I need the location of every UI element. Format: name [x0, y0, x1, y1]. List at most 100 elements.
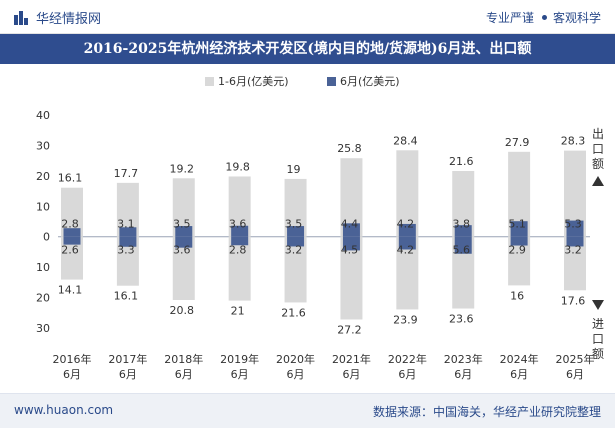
label-import-cumulative: 23.9	[393, 313, 418, 326]
chart: 1-6月(亿美元) 6月(亿美元) 40 30 20 10 0 10 20 30 16.1 14.1 2…	[36, 75, 604, 381]
bar-export-cumulative	[116, 182, 139, 237]
label-export-cumulative: 21.6	[449, 155, 474, 168]
label-import-cumulative: 16.1	[114, 290, 139, 303]
label-import-month: 3.2	[285, 244, 303, 257]
x-tick-label: 2023年	[444, 352, 483, 366]
x-tick-label: 6月	[63, 368, 81, 381]
x-tick-label: 2020年	[276, 352, 315, 366]
bar-import-month	[454, 236, 472, 254]
label-import-cumulative: 21.6	[281, 306, 306, 319]
label-export-cumulative: 28.4	[393, 134, 418, 147]
bar-import-cumulative	[228, 236, 251, 301]
arrow-up-icon	[592, 176, 604, 186]
brand[interactable]: 华经情报网	[14, 8, 101, 27]
bar-import-month	[175, 236, 193, 248]
label-export-month: 3.6	[229, 218, 247, 231]
footer: www.huaon.com 数据来源：中国海关，华经产业研究院整理	[0, 393, 615, 428]
label-import-month: 2.8	[229, 244, 247, 257]
label-export-month: 4.2	[397, 218, 415, 231]
label-export-cumulative: 19.2	[170, 162, 195, 175]
label-import-month: 3.2	[564, 244, 582, 257]
side-label-export-char: 额	[592, 157, 604, 171]
bar-import-month	[566, 236, 584, 247]
x-tick-label: 2018年	[164, 352, 203, 366]
x-tick-label: 2021年	[332, 352, 371, 366]
bar-export-cumulative	[396, 150, 419, 237]
bar-export-month	[175, 226, 193, 237]
side-label-import-char: 口	[592, 332, 604, 346]
footer-source: 数据来源：中国海关，华经产业研究院整理	[372, 405, 601, 419]
label-export-month: 3.5	[285, 218, 303, 231]
bar-import-cumulative	[116, 236, 139, 286]
y-tick-label: 10	[36, 261, 50, 274]
x-tick-label: 6月	[510, 368, 528, 381]
label-export-month: 5.3	[564, 218, 582, 231]
label-import-cumulative: 20.8	[170, 304, 195, 317]
side-label-export-char: 口	[592, 142, 604, 156]
bar-import-month	[510, 236, 528, 246]
tagline: 专业严谨 客观科学	[486, 9, 601, 26]
bar-import-month	[398, 236, 416, 250]
x-tick-label: 6月	[342, 368, 360, 381]
legend-swatch-month	[327, 77, 336, 86]
bar-import-cumulative	[508, 236, 531, 286]
label-export-month: 3.5	[173, 218, 191, 231]
bar-export-cumulative	[508, 151, 531, 237]
label-import-month: 4.2	[397, 244, 415, 257]
bar-export-month	[287, 226, 305, 237]
label-export-cumulative: 27.9	[505, 136, 530, 149]
bar-export-cumulative	[172, 178, 195, 237]
label-export-cumulative: 16.1	[58, 172, 83, 185]
bar-import-cumulative	[396, 236, 419, 310]
side-label-export-char: 出	[592, 127, 604, 141]
x-tick-label: 6月	[566, 368, 584, 381]
y-tick-label: 30	[36, 139, 50, 152]
x-tick-label: 6月	[398, 368, 416, 381]
label-import-month: 5.6	[452, 244, 470, 257]
label-import-month: 4.5	[341, 244, 359, 257]
y-tick-label: 0	[43, 231, 50, 244]
footer-url[interactable]: www.huaon.com	[14, 403, 114, 417]
label-export-month: 2.8	[61, 218, 79, 231]
bar-import-cumulative	[61, 236, 83, 280]
bar-export-cumulative	[61, 187, 83, 237]
bar-export-cumulative	[284, 178, 307, 237]
bar-export-month	[119, 227, 137, 237]
bar-import-month	[119, 236, 137, 247]
label-import-month: 2.6	[61, 244, 79, 257]
label-import-month: 3.6	[173, 244, 191, 257]
label-export-cumulative: 28.3	[561, 135, 586, 148]
bar-export-month	[398, 223, 416, 237]
label-export-cumulative: 19	[287, 163, 301, 176]
tagline-2: 客观科学	[552, 11, 601, 25]
side-label-import-char: 进	[592, 317, 604, 331]
dot-icon	[541, 15, 547, 20]
chart-title: 2016-2025年杭州经济技术开发区(境内目的地/货源地)6月进、出口额	[0, 34, 615, 64]
x-tick-label: 6月	[175, 368, 193, 381]
label-import-cumulative: 23.6	[449, 313, 474, 326]
y-tick-label: 20	[36, 170, 50, 183]
arrow-down-icon	[592, 300, 604, 310]
bar-import-cumulative	[284, 236, 307, 303]
top-bar: 华经情报网 专业严谨 客观科学	[0, 0, 615, 34]
label-import-cumulative: 27.2	[337, 323, 362, 336]
bar-export-cumulative	[228, 176, 251, 237]
label-export-month: 3.8	[452, 218, 470, 231]
bar-import-cumulative	[340, 236, 363, 320]
y-tick-label: 40	[36, 109, 50, 122]
bar-import-month	[63, 236, 81, 245]
tagline-1: 专业严谨	[485, 11, 534, 25]
legend-label-month: 6月(亿美元)	[340, 75, 400, 88]
x-tick-label: 6月	[287, 368, 305, 381]
bar-export-month	[342, 223, 360, 237]
label-export-cumulative: 19.8	[225, 160, 250, 173]
bar-export-cumulative	[452, 170, 475, 237]
label-import-month: 2.9	[508, 244, 526, 257]
x-tick-label: 6月	[454, 368, 472, 381]
logo-icon	[14, 10, 28, 25]
bar-import-cumulative	[564, 236, 586, 291]
x-tick-label: 2022年	[388, 352, 427, 366]
label-export-month: 3.1	[117, 218, 135, 231]
x-tick-label: 2024年	[500, 352, 539, 366]
x-tick-label: 6月	[119, 368, 137, 381]
